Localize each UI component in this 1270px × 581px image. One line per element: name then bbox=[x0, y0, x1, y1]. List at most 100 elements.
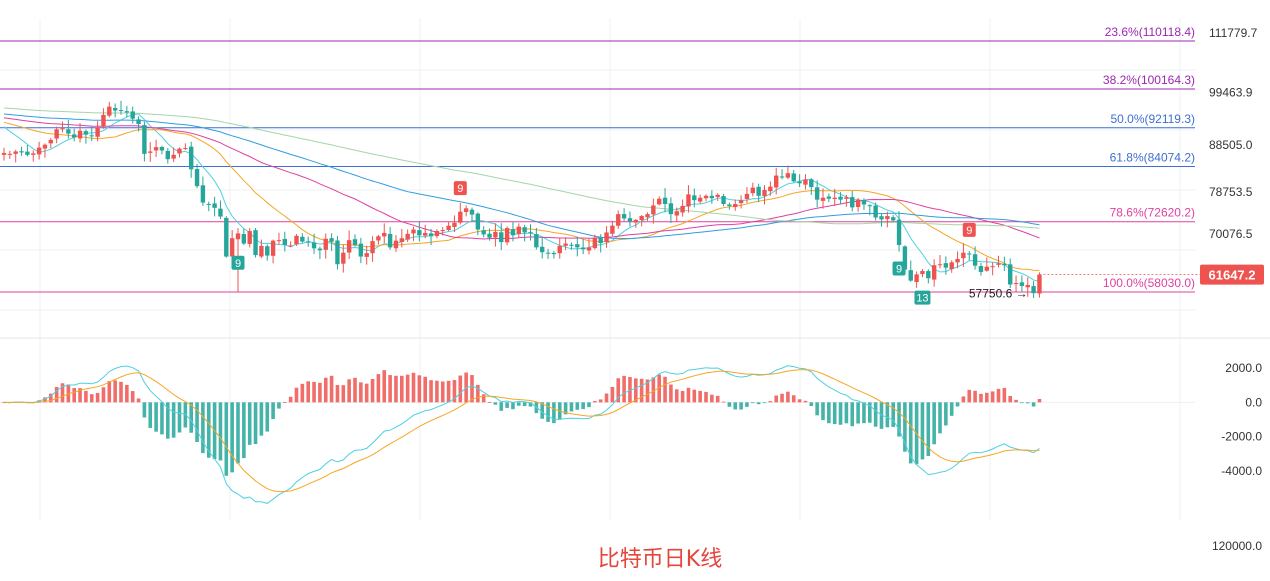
candle bbox=[955, 251, 960, 269]
price-tick-label: 78753.5 bbox=[1209, 185, 1253, 199]
candle-body bbox=[756, 186, 761, 196]
fib-label: 23.6%(110118.4) bbox=[1105, 25, 1195, 39]
candle-body bbox=[809, 179, 814, 188]
candle bbox=[136, 116, 141, 132]
candle bbox=[25, 144, 30, 157]
candle bbox=[522, 224, 527, 242]
candle bbox=[809, 178, 814, 195]
candle bbox=[159, 145, 165, 155]
candle-body bbox=[411, 229, 416, 234]
macd-histogram-bar bbox=[768, 401, 773, 403]
candle bbox=[721, 193, 726, 207]
candle bbox=[756, 183, 761, 203]
candle-body bbox=[838, 196, 843, 200]
candle-body bbox=[1025, 284, 1030, 288]
candle-body bbox=[346, 240, 352, 253]
macd-histogram-bar bbox=[756, 402, 761, 405]
macd-histogram-bar bbox=[440, 381, 445, 403]
candle-body bbox=[674, 211, 679, 216]
macd-histogram-bar bbox=[774, 395, 778, 403]
macd-tick-label: 0.0 bbox=[1245, 395, 1262, 409]
candle-body bbox=[54, 129, 59, 139]
macd-histogram-bar bbox=[985, 392, 989, 403]
price-tick-label: 111779.7 bbox=[1209, 26, 1258, 40]
candle-body bbox=[224, 217, 229, 257]
candle-body bbox=[112, 107, 118, 111]
fib-label: 61.8%(84074.2) bbox=[1110, 151, 1195, 165]
candle bbox=[586, 238, 592, 255]
candle-body bbox=[276, 240, 282, 242]
candle bbox=[1, 147, 7, 161]
candle bbox=[194, 164, 200, 189]
macd-histogram-bar bbox=[715, 395, 720, 403]
candle bbox=[323, 233, 328, 259]
macd-histogram-bar bbox=[364, 383, 369, 403]
macd-histogram-bar bbox=[1031, 402, 1036, 407]
candle bbox=[72, 128, 77, 142]
macd-histogram-bar bbox=[411, 372, 416, 403]
candle bbox=[423, 224, 428, 239]
candle-body bbox=[528, 232, 533, 234]
macd-histogram-bar bbox=[762, 402, 767, 404]
td-marker-label: 13 bbox=[916, 293, 928, 305]
candle bbox=[317, 246, 323, 260]
macd-histogram-bar bbox=[622, 375, 626, 403]
macd-histogram-bar bbox=[84, 390, 88, 403]
candle bbox=[826, 193, 832, 203]
candle bbox=[803, 174, 808, 190]
candle bbox=[48, 137, 53, 149]
candle bbox=[855, 197, 861, 212]
candle-body bbox=[358, 243, 364, 257]
td-marker-label: 9 bbox=[896, 264, 902, 276]
td-sequential-markers: 9 9 9 13 9 bbox=[231, 181, 976, 305]
candle bbox=[1019, 275, 1025, 293]
candle bbox=[785, 165, 791, 180]
macd-histogram-bar bbox=[341, 385, 346, 403]
candle bbox=[7, 150, 13, 159]
candle-body bbox=[967, 253, 972, 255]
candle-body bbox=[750, 187, 755, 194]
macd-histogram-bar bbox=[657, 374, 661, 403]
candle-body bbox=[399, 238, 404, 243]
candle bbox=[183, 143, 188, 151]
candle bbox=[715, 193, 720, 201]
candle-body bbox=[551, 252, 557, 255]
macd-histogram-bar bbox=[569, 402, 574, 412]
macd-histogram-bar bbox=[470, 375, 474, 403]
volume-axis-label: 120000.0 bbox=[1212, 539, 1262, 553]
candle-body bbox=[148, 151, 153, 153]
candle bbox=[838, 192, 843, 204]
candle-body bbox=[72, 134, 77, 138]
candle-body bbox=[926, 271, 931, 279]
candle bbox=[124, 105, 130, 118]
macd-histogram-bar bbox=[388, 375, 392, 403]
candle bbox=[774, 167, 779, 195]
macd-histogram-bar bbox=[429, 380, 433, 403]
candle bbox=[580, 239, 586, 255]
candle-body bbox=[510, 229, 516, 236]
candle bbox=[867, 204, 872, 216]
macd-histogram-bar bbox=[189, 402, 193, 433]
candle-body bbox=[943, 263, 949, 268]
macd-histogram-bar bbox=[546, 402, 550, 422]
macd-histogram-bar bbox=[1014, 399, 1018, 403]
macd-tick-label: -4000.0 bbox=[1221, 464, 1262, 478]
candle bbox=[844, 194, 849, 207]
candle-body bbox=[1008, 264, 1013, 285]
candle-body bbox=[1031, 286, 1036, 294]
candle bbox=[107, 101, 112, 118]
candle-body bbox=[779, 176, 785, 178]
candle bbox=[382, 223, 387, 244]
candle bbox=[1002, 256, 1007, 272]
candle-body bbox=[469, 209, 475, 215]
macd-histogram-bar bbox=[335, 385, 340, 403]
candle-body bbox=[393, 240, 399, 249]
candle bbox=[241, 228, 247, 246]
candle-body bbox=[329, 238, 334, 242]
macd-histogram-bar bbox=[400, 375, 404, 403]
macd-histogram-bar bbox=[616, 378, 621, 403]
macd-histogram-bar bbox=[1037, 398, 1042, 403]
candle bbox=[171, 147, 176, 162]
candle-body bbox=[189, 146, 194, 170]
